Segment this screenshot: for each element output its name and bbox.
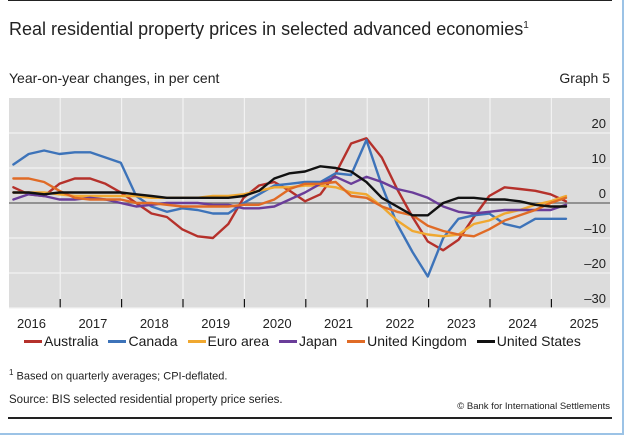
x-tick-label: 2021 — [324, 316, 353, 331]
x-tick-label: 2020 — [263, 316, 292, 331]
legend-label: Euro area — [207, 333, 269, 349]
legend-swatch — [347, 339, 366, 343]
footnote-marker: 1 — [9, 368, 14, 377]
x-tick-label: 2023 — [447, 316, 476, 331]
y-tick-label: 20 — [592, 116, 606, 131]
legend-label: Canada — [128, 333, 178, 349]
series-line-euro-area — [12, 184, 568, 238]
x-tick-label: 2017 — [78, 316, 107, 331]
legend-label: United States — [496, 333, 581, 349]
legend-item-australia: Australia — [24, 333, 98, 349]
x-tick-label: 2024 — [508, 316, 537, 331]
x-tick-label: 2019 — [201, 316, 230, 331]
footnote-text: Based on quarterly averages; CPI-deflate… — [16, 370, 228, 383]
legend-item-euro-area: Euro area — [187, 333, 269, 349]
legend-item-canada: Canada — [108, 333, 178, 349]
graph-number: Graph 5 — [559, 70, 610, 86]
x-tick-label: 2025 — [570, 316, 599, 331]
chart-legend: Australia Canada Euro area Japan United King… — [24, 333, 581, 349]
chart-subtitle: Year-on-year changes, in per cent — [9, 70, 220, 86]
legend-label: United Kingdom — [367, 333, 467, 349]
legend-item-united-kingdom: United Kingdom — [347, 333, 467, 349]
y-tick-label: 0 — [599, 186, 606, 201]
x-tick-label: 2018 — [140, 316, 169, 331]
legend-item-japan: Japan — [279, 333, 337, 349]
title-footnote-marker: 1 — [523, 20, 529, 31]
series-line-australia — [12, 137, 568, 252]
line-chart: 20 10 0 –10 –20 –30 2016 2017 2018 2019 2020 2021 20… — [9, 98, 610, 331]
top-rule — [8, 0, 612, 1]
legend-swatch — [187, 339, 206, 343]
series-line-canada — [12, 138, 568, 278]
chart-title: Real residential property prices in sele… — [9, 14, 529, 41]
y-tick-label: 10 — [592, 151, 606, 166]
y-tick-label: –10 — [584, 221, 606, 236]
chart-title-text: Real residential property prices in sele… — [9, 19, 524, 39]
x-tick-label: 2016 — [17, 316, 46, 331]
series-line-united-states — [12, 165, 568, 217]
series-line-united-kingdom — [12, 177, 568, 238]
source-note: Source: BIS selected residential propert… — [9, 394, 283, 406]
legend-swatch — [279, 339, 297, 343]
x-tick-label: 2022 — [385, 316, 414, 331]
legend-label: Japan — [299, 333, 338, 349]
copyright: © Bank for International Settlements — [457, 401, 610, 412]
legend-label: Australia — [44, 333, 99, 349]
y-tick-label: –30 — [584, 291, 606, 306]
y-tick-label: –20 — [584, 256, 606, 271]
legend-swatch — [24, 339, 42, 343]
legend-swatch — [108, 339, 127, 343]
footnote: 1 Based on quarterly averages; CPI-defla… — [9, 368, 227, 383]
legend-item-united-states: United States — [476, 333, 581, 349]
bottom-rule — [8, 417, 612, 419]
legend-swatch — [476, 339, 495, 343]
